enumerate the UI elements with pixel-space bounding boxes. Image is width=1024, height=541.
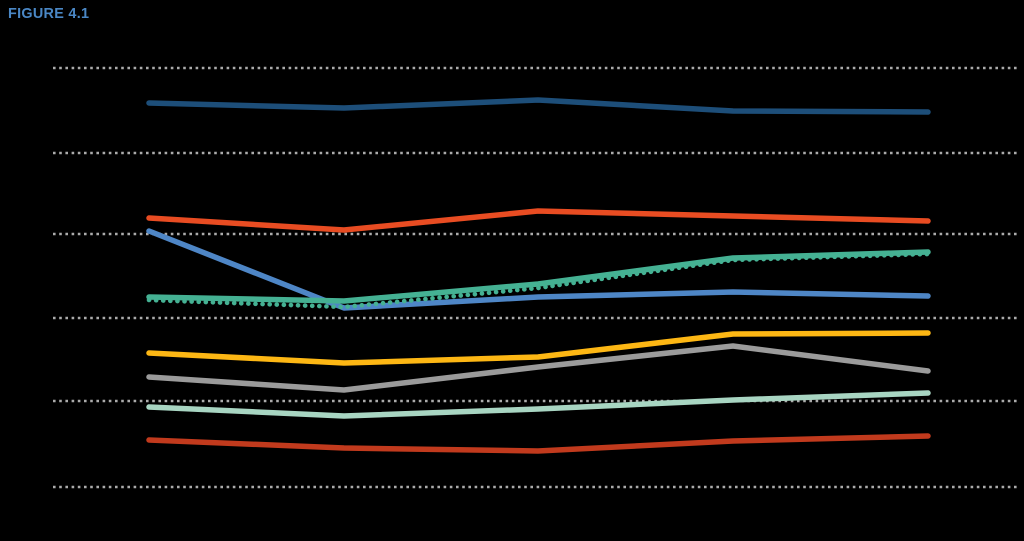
figure-title: FIGURE 4.1	[8, 5, 90, 22]
series-line-light-teal	[146, 390, 931, 419]
series-line-gray	[146, 343, 931, 393]
series-line-medium-blue	[146, 228, 931, 311]
series-line-teal-green	[146, 249, 931, 304]
series-line-dark-rust-red	[146, 433, 931, 454]
series-line-gold-yellow	[146, 330, 931, 366]
series-line-dark-navy	[146, 97, 931, 115]
series-line-red-orange	[146, 208, 931, 233]
